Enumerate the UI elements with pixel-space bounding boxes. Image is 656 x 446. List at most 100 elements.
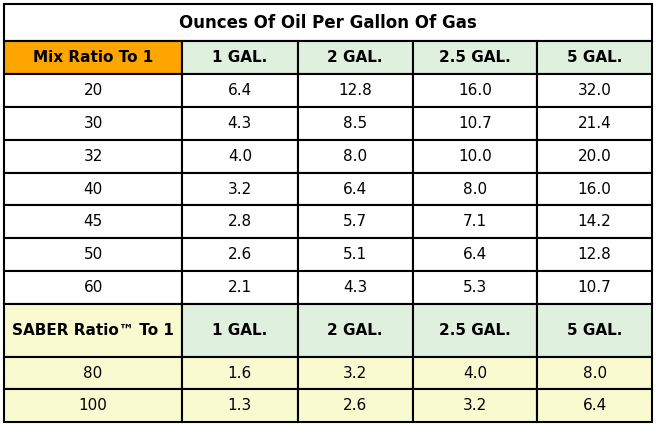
Bar: [4, 173, 182, 206]
Bar: [298, 304, 413, 357]
Bar: [298, 271, 413, 304]
Text: 1.6: 1.6: [228, 366, 252, 380]
Bar: [4, 304, 182, 357]
Bar: [537, 173, 652, 206]
Bar: [413, 41, 537, 74]
Bar: [182, 389, 298, 422]
Bar: [298, 173, 413, 206]
Text: 4.0: 4.0: [463, 366, 487, 380]
Bar: [182, 41, 298, 74]
Bar: [413, 238, 537, 271]
Text: 32.0: 32.0: [578, 83, 611, 98]
Bar: [298, 206, 413, 238]
Text: 3.2: 3.2: [343, 366, 367, 380]
Bar: [182, 238, 298, 271]
Bar: [4, 357, 182, 389]
Text: 32: 32: [83, 149, 103, 164]
Bar: [182, 140, 298, 173]
Bar: [182, 206, 298, 238]
Text: 1 GAL.: 1 GAL.: [213, 323, 268, 338]
Text: 2 GAL.: 2 GAL.: [327, 50, 383, 65]
Text: 6.4: 6.4: [463, 247, 487, 262]
Bar: [413, 206, 537, 238]
Text: 10.7: 10.7: [578, 280, 611, 295]
Bar: [298, 140, 413, 173]
Bar: [537, 74, 652, 107]
Text: 16.0: 16.0: [578, 182, 611, 197]
Text: 2.6: 2.6: [228, 247, 252, 262]
Text: 6.4: 6.4: [583, 398, 607, 413]
Text: 5.3: 5.3: [463, 280, 487, 295]
Bar: [413, 107, 537, 140]
Bar: [182, 271, 298, 304]
Bar: [537, 41, 652, 74]
Text: 80: 80: [83, 366, 103, 380]
Bar: [413, 74, 537, 107]
Bar: [413, 389, 537, 422]
Text: 4.3: 4.3: [343, 280, 367, 295]
Bar: [298, 41, 413, 74]
Bar: [4, 4, 652, 41]
Bar: [413, 140, 537, 173]
Text: 2.6: 2.6: [343, 398, 367, 413]
Bar: [298, 357, 413, 389]
Text: 7.1: 7.1: [463, 215, 487, 229]
Text: 40: 40: [83, 182, 103, 197]
Bar: [4, 389, 182, 422]
Bar: [537, 206, 652, 238]
Text: 2.8: 2.8: [228, 215, 252, 229]
Text: 45: 45: [83, 215, 103, 229]
Bar: [537, 238, 652, 271]
Bar: [413, 357, 537, 389]
Text: 4.3: 4.3: [228, 116, 252, 131]
Bar: [413, 271, 537, 304]
Bar: [298, 107, 413, 140]
Text: 20.0: 20.0: [578, 149, 611, 164]
Text: 8.5: 8.5: [343, 116, 367, 131]
Bar: [4, 238, 182, 271]
Text: 30: 30: [83, 116, 103, 131]
Text: 6.4: 6.4: [228, 83, 252, 98]
Text: 8.0: 8.0: [463, 182, 487, 197]
Text: 21.4: 21.4: [578, 116, 611, 131]
Text: 6.4: 6.4: [343, 182, 367, 197]
Text: 12.8: 12.8: [338, 83, 372, 98]
Text: 20: 20: [83, 83, 103, 98]
Text: Mix Ratio To 1: Mix Ratio To 1: [33, 50, 154, 65]
Text: 5 GAL.: 5 GAL.: [567, 323, 623, 338]
Bar: [537, 271, 652, 304]
Text: 8.0: 8.0: [583, 366, 607, 380]
Bar: [182, 357, 298, 389]
Text: 5.7: 5.7: [343, 215, 367, 229]
Text: 5 GAL.: 5 GAL.: [567, 50, 623, 65]
Text: 4.0: 4.0: [228, 149, 252, 164]
Bar: [4, 41, 182, 74]
Bar: [4, 74, 182, 107]
Bar: [537, 140, 652, 173]
Bar: [182, 107, 298, 140]
Bar: [4, 206, 182, 238]
Bar: [298, 238, 413, 271]
Text: 60: 60: [83, 280, 103, 295]
Text: SABER Ratio™ To 1: SABER Ratio™ To 1: [12, 323, 174, 338]
Text: 2.1: 2.1: [228, 280, 252, 295]
Text: 2.5 GAL.: 2.5 GAL.: [440, 323, 511, 338]
Bar: [182, 304, 298, 357]
Bar: [182, 173, 298, 206]
Bar: [298, 389, 413, 422]
Text: 3.2: 3.2: [228, 182, 252, 197]
Bar: [298, 74, 413, 107]
Text: 14.2: 14.2: [578, 215, 611, 229]
Text: 2 GAL.: 2 GAL.: [327, 323, 383, 338]
Text: 50: 50: [83, 247, 103, 262]
Text: 100: 100: [79, 398, 108, 413]
Text: Ounces Of Oil Per Gallon Of Gas: Ounces Of Oil Per Gallon Of Gas: [179, 14, 477, 32]
Text: 2.5 GAL.: 2.5 GAL.: [440, 50, 511, 65]
Text: 1.3: 1.3: [228, 398, 252, 413]
Text: 5.1: 5.1: [343, 247, 367, 262]
Bar: [4, 107, 182, 140]
Text: 16.0: 16.0: [458, 83, 492, 98]
Bar: [413, 304, 537, 357]
Text: 3.2: 3.2: [463, 398, 487, 413]
Bar: [537, 304, 652, 357]
